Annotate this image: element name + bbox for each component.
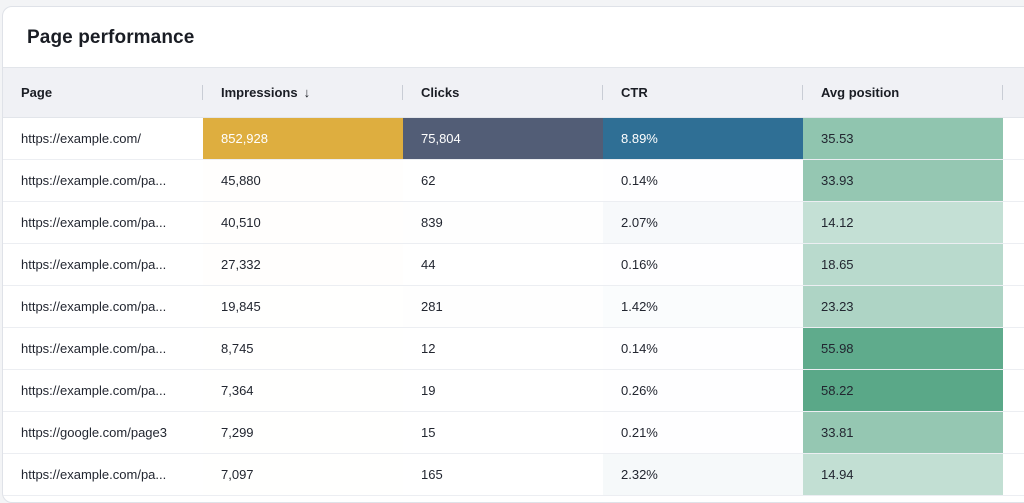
cell-page[interactable]: https://example.com/pa... [3,159,203,202]
cell-impressions: 852,928 [203,117,403,160]
column-divider[interactable] [402,85,403,100]
cell-impressions: 7,097 [203,453,403,496]
cell-avg-position: 23.23 [803,285,1003,328]
cell-clicks: 839 [403,201,603,244]
cell-avg-position: 14.12 [803,201,1003,244]
cell-spacer [1003,201,1024,244]
cell-spacer [1003,411,1024,454]
cell-clicks: 44 [403,243,603,286]
table-row[interactable]: https://example.com/pa... 7,097 165 2.32% 14… [3,453,1024,496]
cell-impressions: 27,332 [203,243,403,286]
table-row[interactable]: https://example.com/pa... 40,510 839 2.07% 1… [3,201,1024,244]
table-row[interactable]: https://example.com/pa... 45,880 62 0.14% 33… [3,159,1024,202]
cell-page[interactable]: https://example.com/pa... [3,243,203,286]
cell-impressions: 40,510 [203,201,403,244]
column-header-impressions-label: Impressions [221,85,298,100]
cell-avg-position: 35.53 [803,117,1003,160]
column-divider[interactable] [602,85,603,100]
column-header-page-label: Page [21,85,53,100]
column-header-page[interactable]: Page [3,67,203,118]
sort-descending-icon[interactable]: ↓ [303,85,311,100]
performance-table: Page Impressions ↓ Clicks CTR Avg positio… [3,67,1024,496]
cell-avg-position: 55.98 [803,327,1003,370]
cell-clicks: 281 [403,285,603,328]
cell-avg-position: 18.65 [803,243,1003,286]
column-header-clicks-label: Clicks [421,85,460,100]
cell-page[interactable]: https://example.com/pa... [3,369,203,412]
cell-clicks: 62 [403,159,603,202]
column-divider[interactable] [802,85,803,100]
cell-avg-position: 14.94 [803,453,1003,496]
cell-page[interactable]: https://google.com/page3 [3,411,203,454]
cell-page[interactable]: https://example.com/pa... [3,201,203,244]
column-header-ctr-label: CTR [621,85,648,100]
cell-impressions: 8,745 [203,327,403,370]
cell-page[interactable]: https://example.com/ [3,117,203,160]
cell-spacer [1003,369,1024,412]
cell-spacer [1003,117,1024,160]
table-row[interactable]: https://example.com/852,928 75,804 8.89% 35… [3,117,1024,160]
cell-ctr: 2.07% [603,201,803,244]
column-header-spacer [1003,67,1024,118]
cell-ctr: 0.14% [603,327,803,370]
column-header-ctr[interactable]: CTR [603,67,803,118]
cell-page[interactable]: https://example.com/pa... [3,327,203,370]
cell-spacer [1003,243,1024,286]
column-header-avg-position-label: Avg position [821,85,900,100]
page-performance-card: Page performance Page Impressions ↓ Click… [2,6,1024,503]
cell-impressions: 45,880 [203,159,403,202]
table-row[interactable]: https://example.com/pa... 27,332 44 0.16% 18… [3,243,1024,286]
card-title: Page performance [27,27,195,48]
cell-clicks: 15 [403,411,603,454]
cell-spacer [1003,327,1024,370]
cell-avg-position: 33.81 [803,411,1003,454]
cell-clicks: 12 [403,327,603,370]
table-row[interactable]: https://example.com/pa... 8,745 12 0.14% 55.… [3,327,1024,370]
cell-page[interactable]: https://example.com/pa... [3,285,203,328]
cell-clicks: 19 [403,369,603,412]
table-row[interactable]: https://example.com/pa... 7,364 19 0.26% 58.… [3,369,1024,412]
cell-impressions: 7,299 [203,411,403,454]
cell-clicks: 165 [403,453,603,496]
cell-spacer [1003,285,1024,328]
cell-ctr: 0.26% [603,369,803,412]
cell-ctr: 0.21% [603,411,803,454]
table-row[interactable]: https://example.com/pa... 19,845 281 1.42% 2… [3,285,1024,328]
cell-ctr: 1.42% [603,285,803,328]
column-header-impressions[interactable]: Impressions ↓ [203,67,403,118]
cell-ctr: 0.16% [603,243,803,286]
cell-impressions: 19,845 [203,285,403,328]
table-header-row: Page Impressions ↓ Clicks CTR Avg positio… [3,67,1024,118]
column-divider[interactable] [202,85,203,100]
cell-clicks: 75,804 [403,117,603,160]
cell-ctr: 2.32% [603,453,803,496]
column-header-avg-position[interactable]: Avg position [803,67,1003,118]
cell-avg-position: 33.93 [803,159,1003,202]
cell-spacer [1003,159,1024,202]
cell-page[interactable]: https://example.com/pa... [3,453,203,496]
cell-ctr: 8.89% [603,117,803,160]
cell-ctr: 0.14% [603,159,803,202]
column-divider[interactable] [1002,85,1003,100]
cell-impressions: 7,364 [203,369,403,412]
cell-spacer [1003,453,1024,496]
table-row[interactable]: https://google.com/page3 7,299 15 0.21% 33.8… [3,411,1024,454]
column-header-clicks[interactable]: Clicks [403,67,603,118]
cell-avg-position: 58.22 [803,369,1003,412]
